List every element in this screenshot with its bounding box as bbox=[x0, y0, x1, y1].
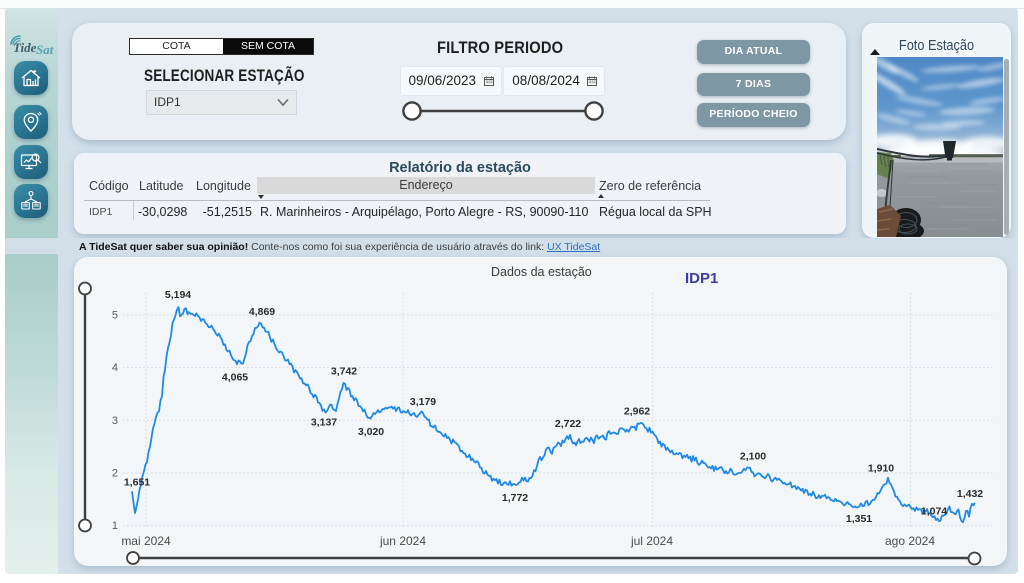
svg-text:3,020: 3,020 bbox=[358, 426, 384, 438]
svg-text:3,742: 3,742 bbox=[331, 366, 357, 378]
svg-text:2,722: 2,722 bbox=[555, 418, 581, 430]
svg-text:2,100: 2,100 bbox=[740, 451, 766, 463]
svg-text:1,910: 1,910 bbox=[868, 463, 894, 475]
svg-text:4,065: 4,065 bbox=[222, 372, 248, 384]
svg-text:Sat: Sat bbox=[36, 42, 54, 57]
svg-text:4: 4 bbox=[112, 362, 118, 374]
svg-text:2: 2 bbox=[112, 468, 118, 480]
svg-text:jul 2024: jul 2024 bbox=[630, 534, 673, 548]
svg-text:5: 5 bbox=[112, 310, 118, 322]
svg-text:4,869: 4,869 bbox=[249, 306, 275, 318]
svg-text:5,194: 5,194 bbox=[165, 289, 191, 301]
svg-text:2,962: 2,962 bbox=[624, 406, 650, 418]
svg-text:1,772: 1,772 bbox=[502, 492, 528, 504]
svg-text:ago 2024: ago 2024 bbox=[885, 534, 935, 548]
svg-text:1,074: 1,074 bbox=[921, 506, 947, 518]
svg-text:3,179: 3,179 bbox=[410, 396, 436, 408]
svg-text:1: 1 bbox=[112, 520, 118, 532]
svg-text:3: 3 bbox=[112, 415, 118, 427]
svg-text:1,351: 1,351 bbox=[846, 513, 872, 525]
svg-text:1,432: 1,432 bbox=[957, 488, 983, 500]
svg-text:jun 2024: jun 2024 bbox=[379, 534, 426, 548]
svg-text:1,651: 1,651 bbox=[124, 477, 150, 489]
svg-text:mai 2024: mai 2024 bbox=[121, 534, 171, 548]
svg-text:3,137: 3,137 bbox=[311, 417, 337, 429]
svg-text:Tide: Tide bbox=[13, 40, 37, 55]
